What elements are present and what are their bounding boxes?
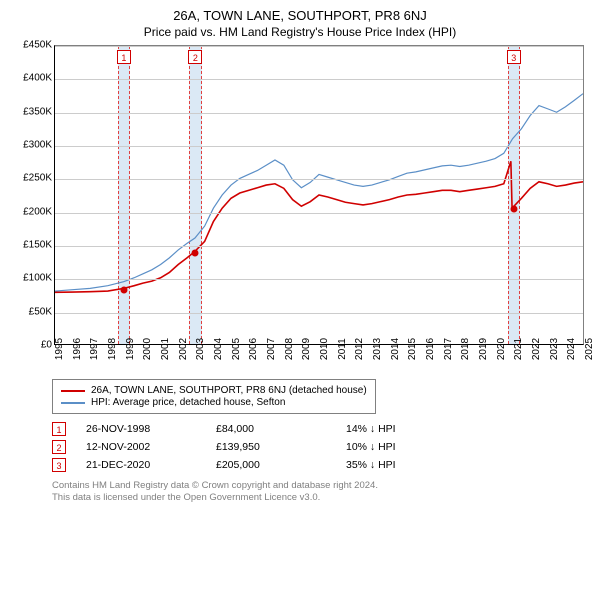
y-axis-label: £50K (29, 306, 52, 317)
chart-container: 26A, TOWN LANE, SOUTHPORT, PR8 6NJ Price… (0, 0, 600, 511)
legend-label: 26A, TOWN LANE, SOUTHPORT, PR8 6NJ (deta… (91, 385, 367, 396)
chart-lines (55, 46, 583, 344)
x-axis-label: 2006 (248, 338, 259, 360)
x-axis-label: 2008 (284, 338, 295, 360)
x-axis-label: 2007 (266, 338, 277, 360)
event-price: £139,950 (216, 441, 326, 453)
legend-item: 26A, TOWN LANE, SOUTHPORT, PR8 6NJ (deta… (61, 385, 367, 396)
sale-marker (510, 206, 517, 213)
event-number: 3 (52, 458, 66, 472)
x-axis-label: 2012 (354, 338, 365, 360)
x-axis-label: 1995 (54, 338, 65, 360)
event-flag: 3 (507, 50, 521, 64)
footer: Contains HM Land Registry data © Crown c… (52, 480, 590, 505)
events-table: 1 26-NOV-1998 £84,000 14% ↓ HPI 2 12-NOV-2002… (52, 422, 590, 472)
event-date: 21-DEC-2020 (86, 459, 196, 471)
x-axis-label: 2015 (407, 338, 418, 360)
y-axis-label: £350K (23, 106, 52, 117)
x-axis-label: 2021 (513, 338, 524, 360)
x-axis-label: 2002 (178, 338, 189, 360)
event-row: 1 26-NOV-1998 £84,000 14% ↓ HPI (52, 422, 590, 436)
footer-line2: This data is licensed under the Open Gov… (52, 492, 590, 504)
x-axis-label: 2011 (337, 338, 348, 360)
event-row: 3 21-DEC-2020 £205,000 35% ↓ HPI (52, 458, 590, 472)
event-date: 12-NOV-2002 (86, 441, 196, 453)
x-axis-label: 2025 (584, 338, 595, 360)
legend-label: HPI: Average price, detached house, Seft… (91, 397, 285, 408)
x-axis-label: 2001 (160, 338, 171, 360)
x-axis-label: 2009 (301, 338, 312, 360)
event-price: £205,000 (216, 459, 326, 471)
event-flag: 2 (188, 50, 202, 64)
series-hpi (55, 94, 583, 291)
chart-subtitle: Price paid vs. HM Land Registry's House … (10, 25, 590, 39)
x-axis-label: 2003 (195, 338, 206, 360)
event-price: £84,000 (216, 423, 326, 435)
footer-line1: Contains HM Land Registry data © Crown c… (52, 480, 590, 492)
x-axis-label: 2017 (443, 338, 454, 360)
event-delta: 10% ↓ HPI (346, 441, 396, 453)
chart-title: 26A, TOWN LANE, SOUTHPORT, PR8 6NJ (10, 8, 590, 23)
x-axis-label: 2010 (319, 338, 330, 360)
y-axis-label: £200K (23, 206, 52, 217)
y-axis-label: £150K (23, 240, 52, 251)
x-axis-label: 1996 (72, 338, 83, 360)
x-axis-label: 2023 (549, 338, 560, 360)
legend-swatch (61, 390, 85, 392)
legend-swatch (61, 402, 85, 404)
x-axis-label: 1999 (125, 338, 136, 360)
y-axis-label: £100K (23, 273, 52, 284)
x-axis-label: 2019 (478, 338, 489, 360)
event-delta: 14% ↓ HPI (346, 423, 396, 435)
x-axis-label: 2020 (496, 338, 507, 360)
plot-area: 1 2 3 (54, 45, 584, 345)
x-axis-label: 2000 (142, 338, 153, 360)
event-number: 2 (52, 440, 66, 454)
event-number: 1 (52, 422, 66, 436)
event-row: 2 12-NOV-2002 £139,950 10% ↓ HPI (52, 440, 590, 454)
y-axis-label: £450K (23, 40, 52, 51)
x-axis-label: 2014 (390, 338, 401, 360)
sale-marker (192, 249, 199, 256)
x-axis-label: 2024 (566, 338, 577, 360)
y-axis-label: £0 (41, 340, 52, 351)
x-axis-label: 1997 (89, 338, 100, 360)
x-axis-label: 1998 (107, 338, 118, 360)
x-axis-label: 2013 (372, 338, 383, 360)
x-axis-label: 2004 (213, 338, 224, 360)
x-axis-label: 2022 (531, 338, 542, 360)
legend: 26A, TOWN LANE, SOUTHPORT, PR8 6NJ (deta… (52, 379, 376, 414)
series-property (55, 161, 583, 292)
legend-item: HPI: Average price, detached house, Seft… (61, 397, 367, 408)
y-axis-label: £400K (23, 73, 52, 84)
event-flag: 1 (117, 50, 131, 64)
y-axis-label: £250K (23, 173, 52, 184)
sale-marker (120, 287, 127, 294)
chart-region: 1 2 3 £0 £50K £100K £150K £200K £250K £300K £350K… (10, 45, 590, 375)
event-delta: 35% ↓ HPI (346, 459, 396, 471)
event-date: 26-NOV-1998 (86, 423, 196, 435)
x-axis-label: 2018 (460, 338, 471, 360)
x-axis-label: 2016 (425, 338, 436, 360)
x-axis-label: 2005 (231, 338, 242, 360)
y-axis-label: £300K (23, 140, 52, 151)
